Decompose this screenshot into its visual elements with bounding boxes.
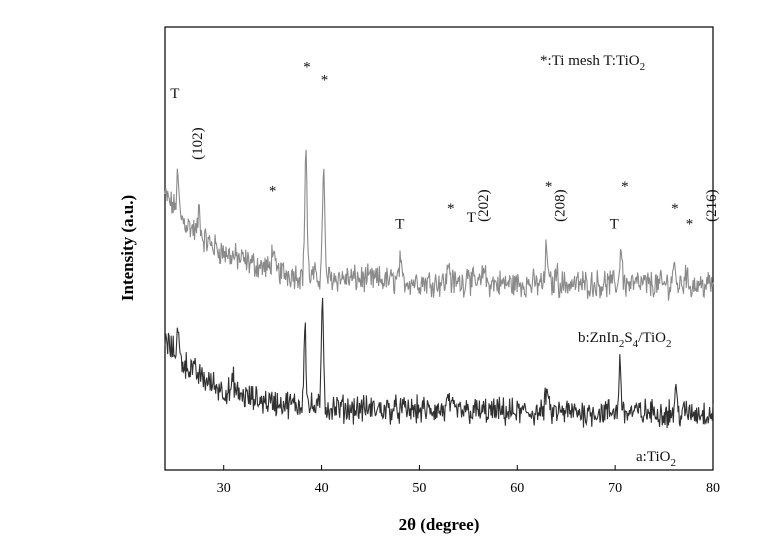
label-b-sub: 2 — [619, 338, 625, 350]
x-tick-label: 70 — [608, 481, 622, 496]
series-line-b — [164, 149, 714, 301]
peak-annotation: T — [467, 210, 476, 226]
peak-annotation: * — [545, 179, 553, 195]
peak-annotation: * — [671, 201, 679, 217]
peak-annotation: (208) — [552, 189, 568, 222]
label-b-sub: 2 — [666, 338, 672, 350]
label-a-sub: 2 — [670, 457, 676, 469]
peak-annotation: * — [303, 59, 311, 75]
peak-annotation: * — [686, 217, 694, 233]
label-b-sub: 4 — [633, 338, 639, 350]
peak-annotation: (202) — [476, 189, 492, 222]
series-layer — [164, 149, 714, 429]
peak-annotation: * — [269, 183, 277, 199]
x-tick-label: 80 — [706, 481, 720, 496]
legend-main: *:Ti mesh T:TiO — [540, 53, 640, 69]
label-b-part: S — [624, 330, 632, 346]
legend-subscript: 2 — [640, 61, 646, 73]
series-label-b: b:ZnIn2S4/TiO2 — [578, 330, 671, 350]
peak-annotation: T — [170, 86, 179, 102]
peak-annotation: (216) — [704, 189, 720, 222]
peak-annotations: T(102)***T*T (202)*(208)T***(216) — [170, 59, 720, 232]
peak-annotation: * — [621, 179, 629, 195]
x-axis-title: 2θ (degree) — [399, 515, 480, 534]
x-tick-label: 30 — [217, 481, 231, 496]
label-b-part: /TiO — [638, 330, 666, 346]
y-axis-title: Intensity (a.u.) — [118, 195, 137, 301]
x-tick-label: 60 — [510, 481, 524, 496]
peak-annotation: * — [447, 201, 455, 217]
series-line-a — [164, 297, 714, 429]
peak-annotation: (102) — [190, 127, 206, 160]
label-b-part: b:ZnIn — [578, 330, 619, 346]
peak-annotation: T — [610, 217, 619, 233]
x-axis-ticks: 30 40 50 60 70 80 — [217, 465, 720, 496]
series-label-a: a:TiO2 — [636, 449, 676, 469]
x-tick-label: 40 — [315, 481, 329, 496]
plot-frame — [164, 26, 714, 471]
peak-annotation: T — [395, 217, 404, 233]
legend-text: *:Ti mesh T:TiO2 — [540, 53, 645, 73]
x-tick-label: 50 — [412, 481, 426, 496]
peak-annotation: * — [321, 73, 329, 89]
label-a-part: a:TiO — [636, 449, 671, 465]
